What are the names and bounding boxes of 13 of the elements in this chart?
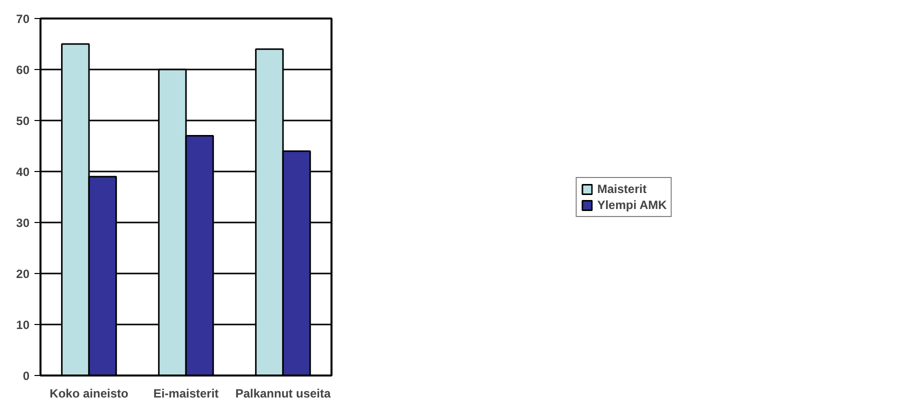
legend-label: Maisterit — [597, 182, 647, 196]
y-tick-label: 70 — [16, 12, 30, 26]
x-tick-label: Ei-maisterit — [153, 386, 219, 400]
y-tick-label: 0 — [22, 369, 30, 383]
x-tick-label: Koko aineisto — [50, 386, 128, 400]
y-tick-label: 30 — [16, 216, 30, 230]
y-tick-label: 10 — [16, 318, 30, 332]
legend-label: Ylempi AMK — [597, 198, 667, 212]
y-tick-label: 50 — [16, 114, 30, 128]
y-tick-label: 40 — [16, 165, 30, 179]
x-tick-label: Palkannut useita — [235, 386, 332, 400]
y-tick-label: 60 — [16, 63, 30, 77]
y-tick-label: 20 — [16, 267, 30, 281]
